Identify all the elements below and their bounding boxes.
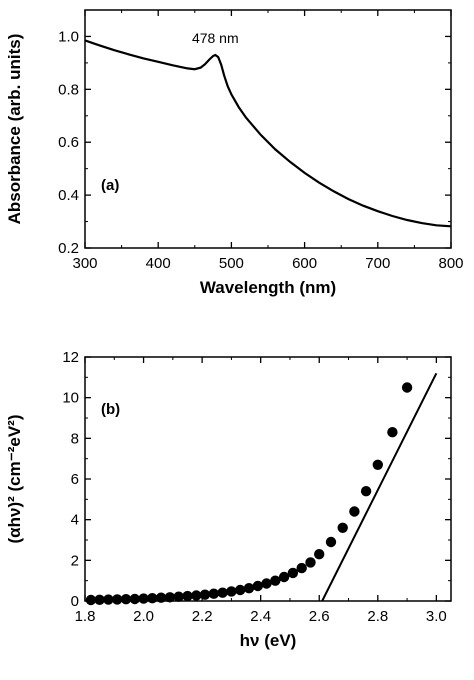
data-point bbox=[217, 587, 228, 598]
x-tick-label: 2.6 bbox=[309, 608, 330, 625]
data-point bbox=[270, 575, 281, 586]
data-point bbox=[182, 590, 193, 602]
panel-b-y-tick-labels: 0 2 4 6 8 10 12 bbox=[62, 349, 79, 610]
panel-a-absorbance-chart: 300 400 500 600 700 800 0.2 0.4 0.6 0.8 1.0 478 n… bbox=[5, 9, 464, 297]
data-point bbox=[103, 594, 114, 605]
data-point bbox=[85, 594, 97, 606]
x-tick-label: 2.4 bbox=[250, 608, 271, 625]
panel-b-plot-frame bbox=[84, 356, 452, 602]
data-point bbox=[199, 589, 211, 600]
peak-annotation: 478 nm bbox=[192, 30, 239, 46]
x-tick-label: 500 bbox=[219, 255, 244, 272]
panel-a-x-axis-label: Wavelength (nm) bbox=[200, 278, 336, 297]
y-tick-label: 4 bbox=[71, 512, 79, 529]
data-point bbox=[337, 522, 348, 533]
y-tick-label: 0.8 bbox=[58, 81, 79, 98]
panel-b-x-axis-label: hν (eV) bbox=[240, 631, 297, 650]
data-point bbox=[94, 594, 105, 605]
linear-fit-line bbox=[321, 372, 438, 602]
data-point bbox=[138, 593, 149, 604]
panel-b-axis-ticks bbox=[84, 356, 451, 602]
data-point bbox=[325, 536, 337, 548]
panel-a-x-tick-labels: 300 400 500 600 700 800 bbox=[72, 255, 463, 272]
data-point bbox=[314, 549, 325, 560]
panel-b-tauc-plot: 1.8 2.0 2.2 2.4 2.6 2.8 3.0 0 2 4 6 8 10 12 (b) hν (… bbox=[5, 349, 452, 650]
data-point bbox=[296, 562, 307, 574]
x-tick-label: 600 bbox=[292, 255, 317, 272]
data-point bbox=[261, 578, 272, 589]
data-point bbox=[208, 588, 219, 599]
data-point bbox=[147, 593, 158, 604]
y-tick-label: 0 bbox=[71, 593, 79, 610]
data-point bbox=[226, 586, 237, 597]
panel-a-y-tick-labels: 0.2 0.4 0.6 0.8 1.0 bbox=[58, 28, 79, 257]
y-tick-label: 8 bbox=[71, 430, 79, 447]
data-point bbox=[155, 592, 167, 603]
data-point bbox=[243, 583, 255, 594]
data-point bbox=[305, 557, 316, 568]
data-point bbox=[287, 567, 299, 579]
data-point bbox=[372, 459, 383, 470]
data-point bbox=[173, 591, 184, 602]
absorbance-curve bbox=[84, 39, 452, 228]
panel-a-plot-frame bbox=[84, 9, 452, 249]
panel-b-label: (b) bbox=[101, 401, 120, 418]
data-point bbox=[360, 486, 372, 497]
data-point bbox=[112, 594, 123, 605]
panel-a-axis-ticks bbox=[84, 9, 452, 249]
y-tick-label: 2 bbox=[71, 552, 79, 569]
data-point bbox=[191, 590, 202, 601]
x-tick-label: 2.2 bbox=[192, 608, 213, 625]
data-point bbox=[401, 382, 413, 393]
data-point bbox=[235, 584, 246, 596]
x-tick-label: 3.0 bbox=[426, 608, 447, 625]
data-point bbox=[164, 592, 176, 603]
data-point bbox=[349, 506, 360, 517]
data-point bbox=[252, 580, 263, 592]
y-tick-label: 6 bbox=[71, 471, 79, 488]
y-tick-label: 0.6 bbox=[58, 134, 79, 151]
data-point bbox=[120, 594, 132, 605]
panel-a-y-axis-label: Absorbance (arb. units) bbox=[5, 34, 24, 225]
x-tick-label: 400 bbox=[146, 255, 171, 272]
panel-b-y-axis-label: (αhν)² (cm⁻²eV²) bbox=[5, 415, 24, 544]
panel-b-data-points bbox=[85, 382, 413, 606]
x-tick-label: 700 bbox=[365, 255, 390, 272]
y-tick-label: 0.4 bbox=[58, 187, 79, 204]
y-tick-label: 12 bbox=[62, 349, 79, 366]
panel-a-label: (a) bbox=[101, 177, 119, 194]
x-tick-label: 1.8 bbox=[75, 608, 96, 625]
data-point bbox=[129, 593, 140, 605]
data-point bbox=[278, 571, 290, 583]
x-tick-label: 2.0 bbox=[133, 608, 154, 625]
panel-b-x-tick-labels: 1.8 2.0 2.2 2.4 2.6 2.8 3.0 bbox=[75, 608, 447, 625]
y-tick-label: 10 bbox=[62, 390, 79, 407]
data-point bbox=[387, 427, 398, 438]
y-tick-label: 0.2 bbox=[58, 240, 79, 257]
x-tick-label: 300 bbox=[72, 255, 97, 272]
x-tick-label: 2.8 bbox=[367, 608, 388, 625]
x-tick-label: 800 bbox=[438, 255, 463, 272]
y-tick-label: 1.0 bbox=[58, 28, 79, 45]
